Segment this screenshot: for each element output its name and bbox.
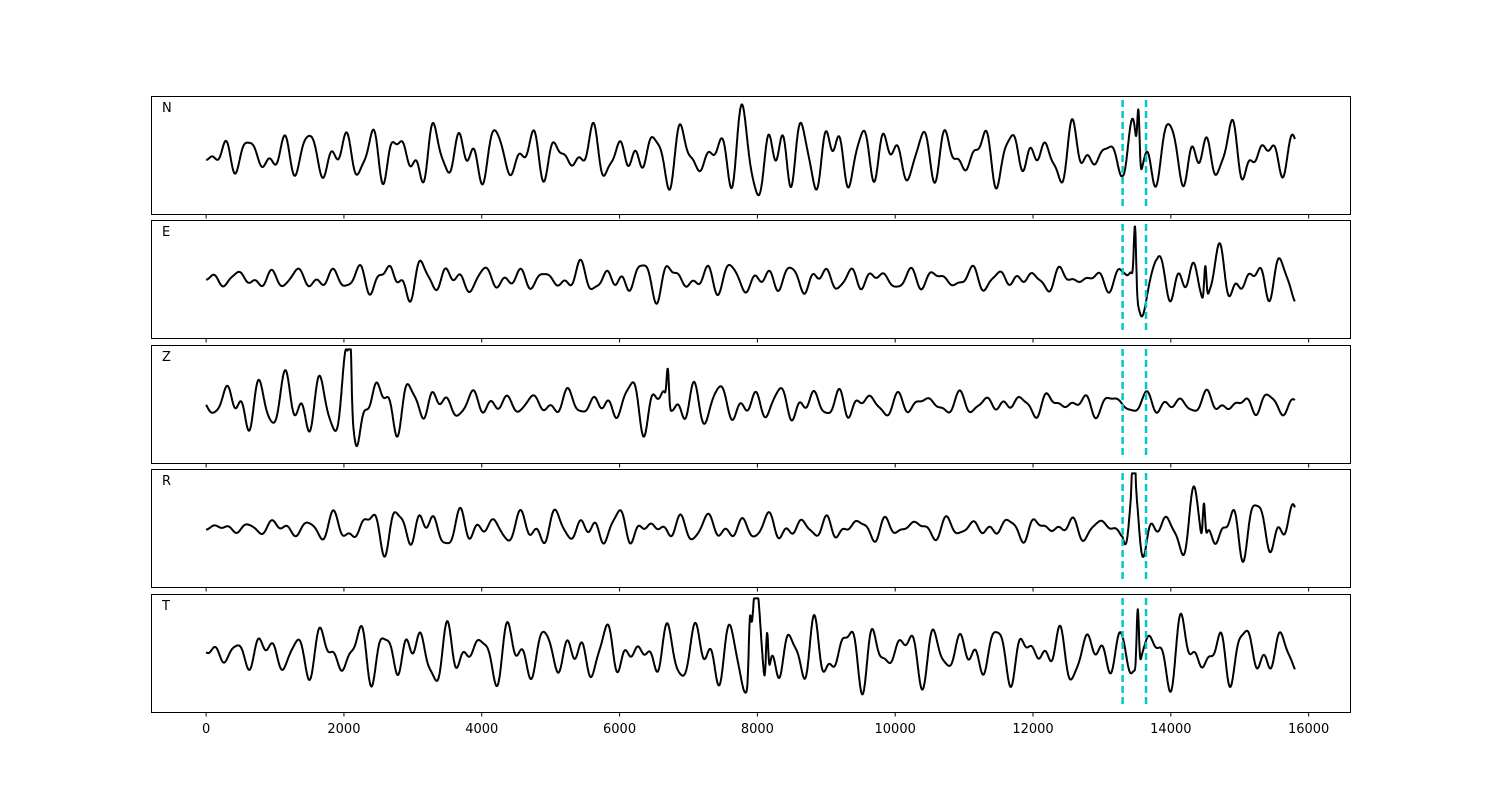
x-tick-label: 8000 xyxy=(741,722,774,737)
panel-frame xyxy=(151,96,1351,215)
x-tick-label: 2000 xyxy=(327,722,360,737)
panel-frame xyxy=(151,469,1351,588)
x-axis: 0 2000 4000 6000 8000 10000 12000 14000 16000 xyxy=(202,722,1329,737)
x-tick-label: 14000 xyxy=(1150,722,1191,737)
waveform-t xyxy=(205,597,1296,696)
x-tick-label: 6000 xyxy=(603,722,636,737)
panel-label-z: Z xyxy=(162,350,171,365)
panel-z: Z xyxy=(151,345,1351,468)
x-tick-label: 12000 xyxy=(1012,722,1053,737)
x-tick-label: 16000 xyxy=(1288,722,1329,737)
panel-r: R xyxy=(151,469,1351,592)
panel-t: T xyxy=(151,594,1351,717)
waveform-n xyxy=(205,103,1296,197)
panel-e: E xyxy=(151,220,1351,343)
panel-n: N xyxy=(151,96,1351,219)
x-tick-label: 4000 xyxy=(465,722,498,737)
waveform-r xyxy=(205,472,1296,563)
panel-label-n: N xyxy=(162,101,172,116)
panel-frame xyxy=(151,594,1351,713)
panel-frame xyxy=(151,220,1351,339)
waveform-z xyxy=(205,348,1296,448)
panels-group: N E Z R T xyxy=(151,96,1351,717)
panel-label-r: R xyxy=(162,474,171,489)
x-tick-label: 10000 xyxy=(875,722,916,737)
x-tick-label: 0 xyxy=(202,722,210,737)
waveform-e xyxy=(205,225,1296,318)
panel-label-e: E xyxy=(162,225,170,240)
panel-label-t: T xyxy=(161,599,170,614)
